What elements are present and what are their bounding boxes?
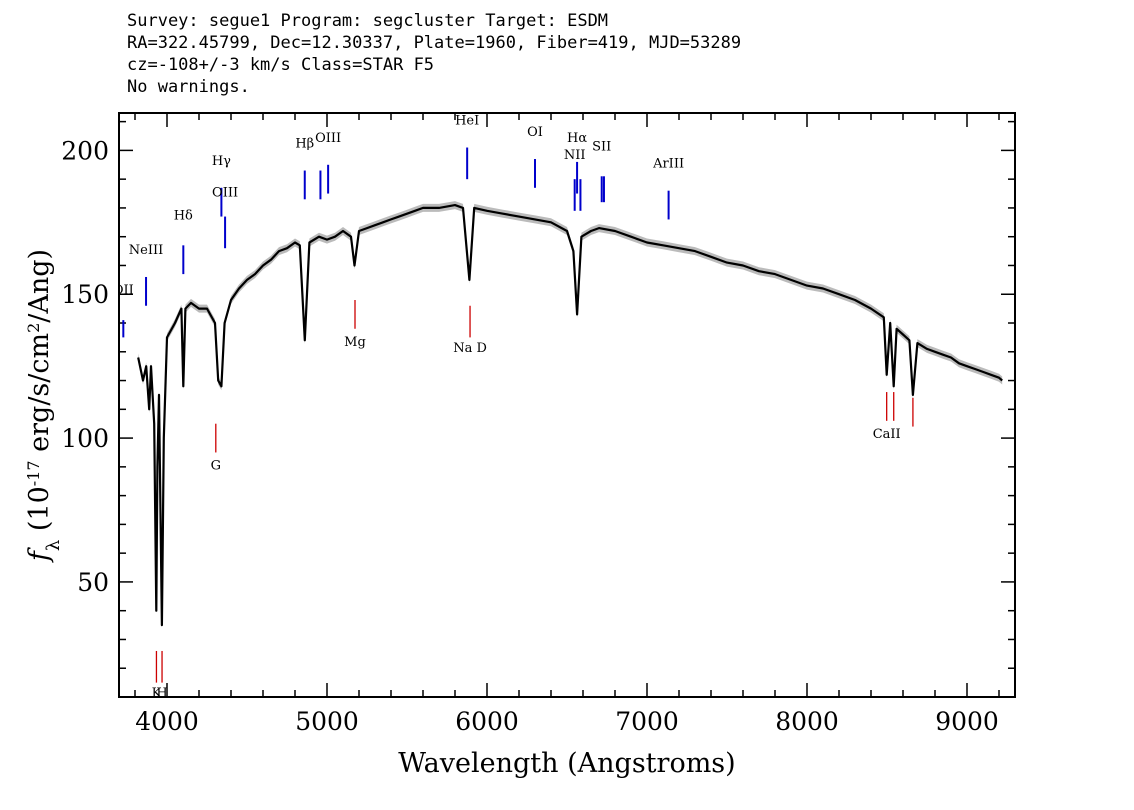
emission-line-label: NeIII <box>129 243 163 258</box>
absorption-line-label: CaII <box>873 427 901 442</box>
emission-line-label: OIII <box>315 131 341 146</box>
y-axis-title-part: f <box>24 547 55 563</box>
x-tick-label: 8000 <box>775 707 839 736</box>
emission-line-label: OII <box>113 283 134 298</box>
axis-tick-labels: 4000 5000 6000 7000 8000 9000 50 100 150 200 <box>61 136 999 736</box>
y-tick-label: 50 <box>77 568 109 597</box>
x-tick-label: 6000 <box>455 707 519 736</box>
absorption-line-label: H <box>156 686 167 701</box>
y-axis-title-part: 2 <box>24 323 43 333</box>
header-line-survey: Survey: segue1 Program: segcluster Targe… <box>127 11 609 31</box>
emission-line-label: OIII <box>212 185 238 200</box>
absorption-line-label: Na D <box>453 341 487 356</box>
x-tick-label: 7000 <box>615 707 679 736</box>
emission-line-label: HeI <box>455 114 479 129</box>
header-line-warnings: No warnings. <box>127 77 250 97</box>
y-tick-label: 100 <box>61 424 109 453</box>
plot-content <box>137 201 1003 630</box>
absorption-line-label: K <box>152 686 162 701</box>
x-tick-label: 5000 <box>295 707 359 736</box>
y-tick-label: 200 <box>61 136 109 165</box>
y-axis-title-part: /Ang) <box>24 249 55 323</box>
y-axis-title: fλ (10-17 erg/s/cm2/Ang) <box>24 249 64 563</box>
y-axis-title-part: erg/s/cm <box>24 333 55 461</box>
emission-line-label: SII <box>592 139 611 154</box>
plot-frame <box>118 112 1016 698</box>
x-axis-title: Wavelength (Angstroms) <box>398 748 735 779</box>
emission-line-label: Hβ <box>295 137 314 152</box>
spectrum-line <box>137 204 1003 627</box>
absorption-line-label: G <box>211 459 221 474</box>
emission-line-label: NII <box>564 148 586 163</box>
x-tick-label: 9000 <box>935 707 999 736</box>
axis-ticks <box>119 113 1015 697</box>
x-tick-label: 4000 <box>135 707 199 736</box>
emission-line-label: Hδ <box>174 208 193 223</box>
emission-line-label: Hγ <box>212 154 231 169</box>
spectrum-error-band <box>138 201 1003 630</box>
header-line-redshift-class: cz=-108+/-3 km/s Class=STAR F5 <box>127 55 435 75</box>
y-axis-title-part: (10 <box>24 486 55 539</box>
emission-line-label: OI <box>527 125 543 140</box>
y-tick-label: 150 <box>61 280 109 309</box>
emission-line-label: ArIII <box>652 157 684 172</box>
emission-line-label: Hα <box>567 131 587 146</box>
y-axis-title-part: λ <box>43 540 64 551</box>
header-line-coordinates: RA=322.45799, Dec=12.30337, Plate=1960, … <box>127 33 742 53</box>
y-axis-title-part: -17 <box>24 460 43 486</box>
absorption-line-label: Mg <box>344 335 366 350</box>
